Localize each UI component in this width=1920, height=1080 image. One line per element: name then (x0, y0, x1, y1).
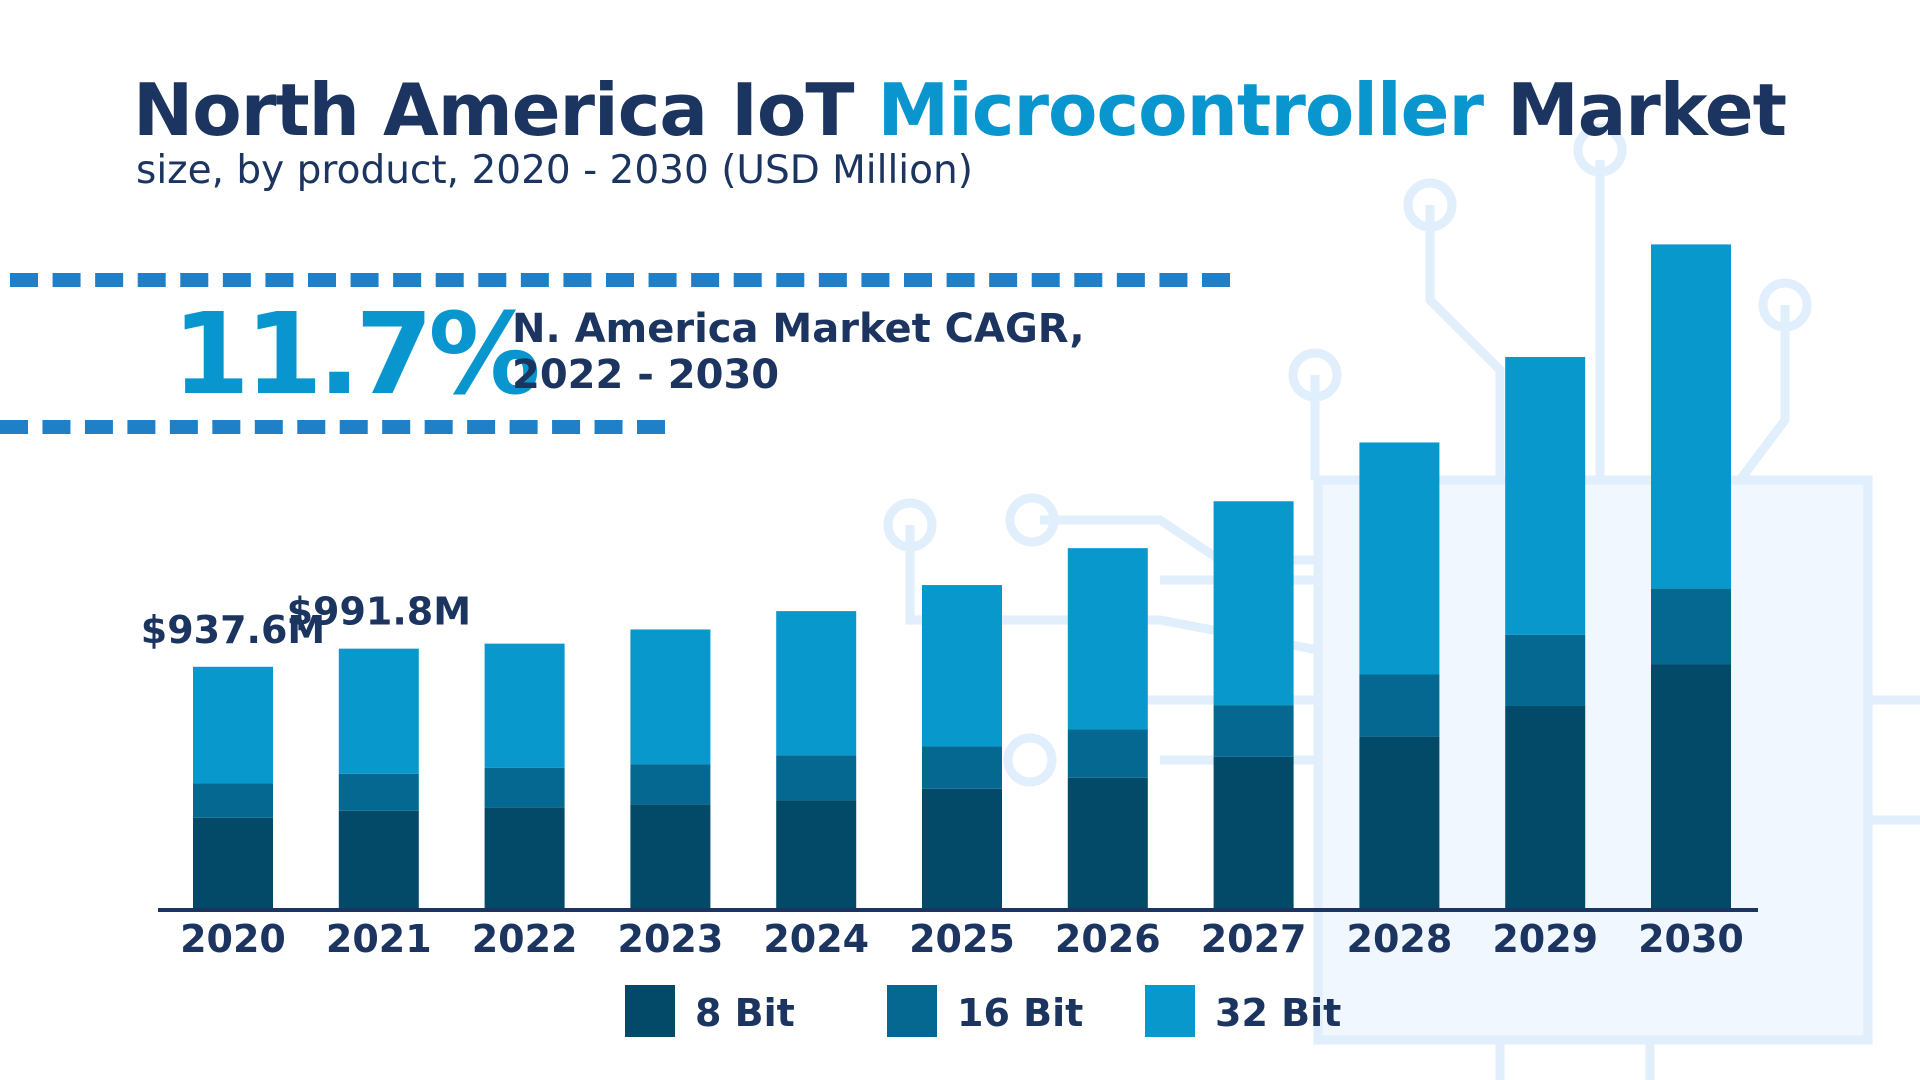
x-tick-label-2028: 2028 (1347, 917, 1453, 961)
data-label-2020: $937.6M (141, 608, 325, 652)
cagr-label-line-1: N. America Market CAGR, (512, 306, 1085, 352)
legend-label-8-bit: 8 Bit (695, 991, 795, 1035)
bar-2029-8-bit (1505, 705, 1586, 908)
bar-2023-16-bit (630, 764, 711, 805)
bar-2022-32-bit (484, 643, 565, 768)
bar-2029-32-bit (1505, 356, 1586, 635)
bar-2028-8-bit (1359, 736, 1440, 908)
bar-2029-16-bit (1505, 634, 1586, 706)
title-part-3: Market (1483, 68, 1787, 152)
bar-2020-8-bit (193, 817, 273, 908)
bar-2030-32-bit (1651, 244, 1731, 589)
bar-2025-32-bit (922, 585, 1002, 747)
legend-swatch-8-bit (625, 985, 675, 1037)
bar-2020-32-bit (193, 666, 273, 784)
bar-2030-16-bit (1651, 588, 1731, 665)
dashed-line-top (10, 273, 1230, 287)
legend-swatch-32-bit (1145, 985, 1195, 1037)
data-labels-group: $937.6M$991.8M (141, 590, 471, 652)
bar-2020-16-bit (193, 783, 273, 818)
bar-2030-8-bit (1651, 664, 1731, 908)
bar-2027-8-bit (1213, 756, 1294, 908)
x-axis-tick-labels: 2020 2021 2022 2023 2024 2025 2026 2027 2028 2029… (180, 917, 1744, 961)
x-tick-label-2027: 2027 (1201, 917, 1307, 961)
bar-2026-8-bit (1067, 777, 1148, 908)
x-tick-label-2020: 2020 (180, 917, 286, 961)
legend-label-32-bit: 32 Bit (1215, 991, 1342, 1035)
bar-2023-8-bit (630, 804, 711, 908)
bar-2025-8-bit (922, 788, 1002, 908)
cagr-value: 11.7% (172, 290, 541, 420)
chart-title: North America IoT Microcontroller Market (133, 68, 1787, 152)
legend-label-16-bit: 16 Bit (957, 991, 1084, 1035)
bar-2025-16-bit (922, 746, 1002, 789)
x-tick-label-2022: 2022 (472, 917, 578, 961)
bar-2027-32-bit (1213, 501, 1294, 706)
title-part-2: Microcontroller (877, 68, 1484, 152)
x-tick-label-2030: 2030 (1638, 917, 1744, 961)
bar-2021-16-bit (338, 773, 419, 811)
bar-2027-16-bit (1213, 705, 1294, 757)
bar-2026-32-bit (1067, 548, 1148, 730)
bar-2024-8-bit (776, 800, 857, 908)
x-tick-label-2025: 2025 (909, 917, 1015, 961)
cagr-label-line-2: 2022 - 2030 (512, 352, 780, 398)
bar-2028-16-bit (1359, 674, 1440, 737)
bars-group (193, 244, 1731, 908)
x-tick-label-2024: 2024 (763, 917, 869, 961)
title-part-1: North America IoT (133, 68, 878, 152)
bar-2026-16-bit (1067, 729, 1148, 778)
bar-2024-16-bit (776, 755, 857, 801)
data-label-2021: $991.8M (287, 590, 471, 634)
bar-2021-8-bit (338, 810, 419, 908)
bar-2021-32-bit (338, 648, 419, 774)
bar-2023-32-bit (630, 629, 711, 765)
bar-2028-32-bit (1359, 442, 1440, 675)
chart-subtitle: size, by product, 2020 - 2030 (USD Milli… (136, 148, 973, 193)
bar-2022-16-bit (484, 767, 565, 808)
legend-swatch-16-bit (887, 985, 937, 1037)
dashed-line-bottom (0, 420, 665, 434)
x-tick-label-2023: 2023 (618, 917, 724, 961)
bar-2022-8-bit (484, 807, 565, 908)
cagr-label: N. America Market CAGR, 2022 - 2030 (512, 306, 1085, 398)
bar-2024-32-bit (776, 611, 857, 756)
x-tick-label-2026: 2026 (1055, 917, 1161, 961)
x-tick-label-2021: 2021 (326, 917, 432, 961)
x-tick-label-2029: 2029 (1492, 917, 1598, 961)
